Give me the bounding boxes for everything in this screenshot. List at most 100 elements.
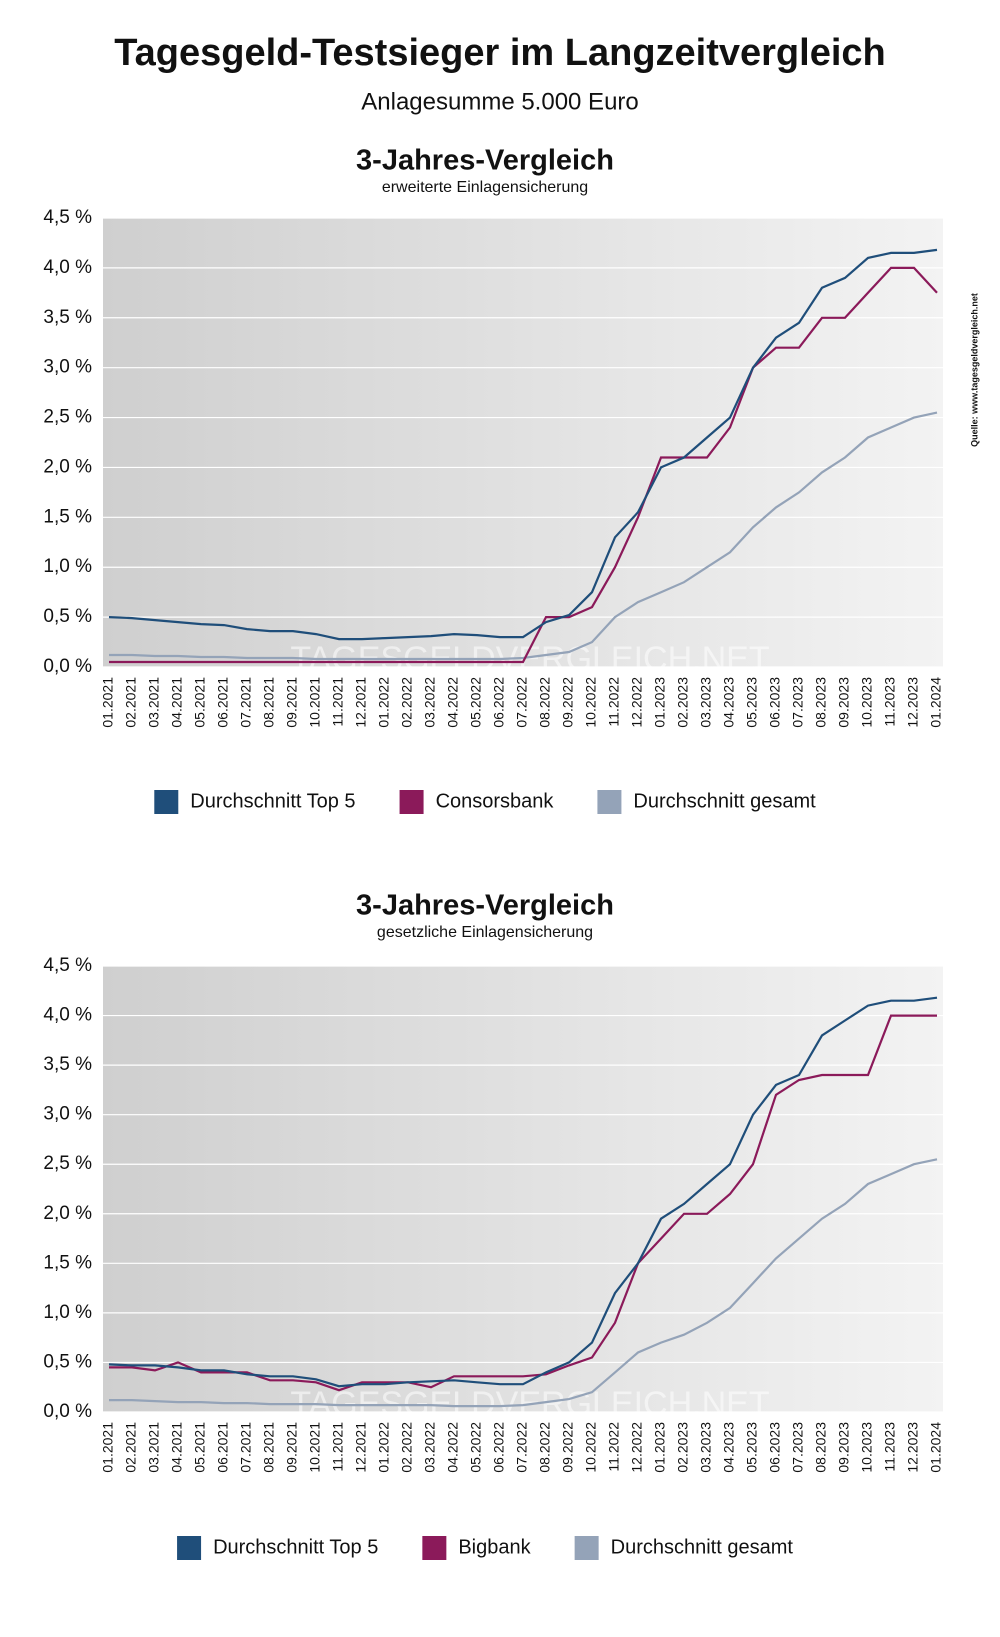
series-line xyxy=(109,266,938,664)
x-tick-label: 07.2023 xyxy=(790,1422,806,1473)
legend-swatch xyxy=(154,790,179,814)
legend-label: Durchschnitt gesamt xyxy=(611,1536,794,1558)
x-tick-label: 06.2022 xyxy=(491,677,507,728)
legend-swatch xyxy=(574,1536,599,1560)
x-tick-label: 06.2021 xyxy=(215,677,231,728)
x-tick-label: 08.2021 xyxy=(261,677,277,728)
chart-subtitle: gesetzliche Einlagensicherung xyxy=(377,924,593,941)
x-tick-label: 07.2022 xyxy=(514,677,530,728)
x-tick-label: 04.2022 xyxy=(445,1422,461,1473)
chart-title: 3-Jahres-Vergleich xyxy=(356,145,614,177)
y-tick-label: 1,0 % xyxy=(43,1302,92,1323)
x-tick-label: 09.2021 xyxy=(284,677,300,728)
x-tick-label: 04.2023 xyxy=(721,677,737,728)
page-title: Tagesgeld-Testsieger im Langzeitvergleic… xyxy=(114,32,886,74)
x-tick-label: 01.2023 xyxy=(652,1422,668,1473)
x-tick-label: 12.2021 xyxy=(353,677,369,728)
x-tick-label: 01.2024 xyxy=(928,1422,944,1473)
x-tick-label: 03.2021 xyxy=(146,1422,162,1473)
x-tick-label: 10.2022 xyxy=(583,677,599,728)
plot-area xyxy=(103,966,943,1412)
x-tick-label: 01.2023 xyxy=(652,677,668,728)
x-tick-label: 05.2022 xyxy=(468,1422,484,1473)
x-tick-label: 06.2022 xyxy=(491,1422,507,1473)
x-tick-label: 07.2022 xyxy=(514,1422,530,1473)
x-tick-label: 03.2023 xyxy=(698,677,714,728)
x-tick-label: 05.2023 xyxy=(744,1422,760,1473)
legend-label: Durchschnitt Top 5 xyxy=(190,790,355,812)
series-line xyxy=(109,411,938,661)
y-tick-label: 3,0 % xyxy=(43,1104,92,1125)
x-tick-label: 11.2022 xyxy=(606,1422,622,1472)
x-tick-label: 09.2021 xyxy=(284,1422,300,1473)
x-tick-label: 05.2023 xyxy=(744,677,760,728)
x-tick-label: 09.2023 xyxy=(836,677,852,728)
x-tick-label: 02.2023 xyxy=(675,677,691,728)
x-tick-label: 11.2021 xyxy=(330,677,346,727)
x-tick-label: 02.2022 xyxy=(399,677,415,728)
legend-swatch xyxy=(177,1536,202,1560)
y-tick-label: 3,5 % xyxy=(43,307,92,328)
x-tick-label: 05.2021 xyxy=(192,1422,208,1473)
x-tick-label: 02.2021 xyxy=(123,1422,139,1473)
x-tick-label: 09.2022 xyxy=(560,1422,576,1473)
x-tick-label: 05.2022 xyxy=(468,677,484,728)
x-tick-label: 07.2021 xyxy=(238,677,254,728)
x-tick-label: 02.2022 xyxy=(399,1422,415,1473)
series-line xyxy=(109,1158,938,1408)
x-tick-label: 06.2023 xyxy=(767,1422,783,1473)
y-tick-label: 0,5 % xyxy=(43,606,92,627)
x-tick-label: 12.2022 xyxy=(629,677,645,728)
y-tick-label: 4,0 % xyxy=(43,1005,92,1026)
legend-swatch xyxy=(597,790,622,814)
x-tick-label: 01.2024 xyxy=(928,677,944,728)
y-tick-label: 3,0 % xyxy=(43,357,92,378)
y-tick-label: 4,5 % xyxy=(43,207,92,228)
x-tick-label: 02.2023 xyxy=(675,1422,691,1473)
x-tick-label: 04.2021 xyxy=(169,1422,185,1473)
x-tick-label: 01.2022 xyxy=(376,677,392,728)
source-note: Quelle: www.tagesgeldvergleich.net xyxy=(969,293,979,447)
plot-area xyxy=(103,218,943,667)
x-tick-label: 10.2021 xyxy=(307,677,323,728)
x-tick-label: 10.2023 xyxy=(859,1422,875,1473)
y-tick-label: 2,0 % xyxy=(43,1203,92,1224)
y-tick-label: 4,5 % xyxy=(43,955,92,976)
x-tick-label: 08.2021 xyxy=(261,1422,277,1473)
legend-swatch xyxy=(422,1536,447,1560)
y-tick-label: 1,5 % xyxy=(43,1252,92,1273)
x-tick-label: 12.2023 xyxy=(905,1422,921,1473)
x-tick-label: 07.2023 xyxy=(790,677,806,728)
y-tick-label: 2,0 % xyxy=(43,456,92,477)
y-tick-label: 3,5 % xyxy=(43,1054,92,1075)
x-tick-label: 11.2023 xyxy=(882,1422,898,1472)
x-tick-label: 10.2022 xyxy=(583,1422,599,1473)
x-tick-label: 08.2023 xyxy=(813,1422,829,1473)
chart-subtitle: erweiterte Einlagensicherung xyxy=(382,179,588,196)
x-tick-label: 09.2022 xyxy=(560,677,576,728)
x-tick-label: 07.2021 xyxy=(238,1422,254,1473)
page-subtitle: Anlagesumme 5.000 Euro xyxy=(361,88,639,115)
x-tick-label: 03.2022 xyxy=(422,677,438,728)
y-tick-label: 4,0 % xyxy=(43,257,92,278)
x-tick-label: 04.2023 xyxy=(721,1422,737,1473)
y-tick-label: 0,0 % xyxy=(43,1401,92,1422)
x-tick-label: 06.2023 xyxy=(767,677,783,728)
x-tick-label: 11.2023 xyxy=(882,677,898,727)
x-tick-label: 08.2022 xyxy=(537,677,553,728)
x-tick-label: 11.2022 xyxy=(606,677,622,727)
x-tick-label: 01.2021 xyxy=(100,677,116,728)
chart-title: 3-Jahres-Vergleich xyxy=(356,890,614,922)
x-tick-label: 10.2021 xyxy=(307,1422,323,1473)
legend-label: Durchschnitt Top 5 xyxy=(213,1536,378,1558)
y-tick-label: 0,5 % xyxy=(43,1351,92,1372)
legend-label: Consorsbank xyxy=(436,790,555,812)
series-line xyxy=(109,1014,937,1392)
x-tick-label: 08.2023 xyxy=(813,677,829,728)
x-tick-label: 01.2022 xyxy=(376,1422,392,1473)
legend-label: Bigbank xyxy=(458,1536,531,1558)
x-tick-label: 09.2023 xyxy=(836,1422,852,1473)
x-tick-label: 11.2021 xyxy=(330,1422,346,1472)
x-tick-label: 03.2022 xyxy=(422,1422,438,1473)
